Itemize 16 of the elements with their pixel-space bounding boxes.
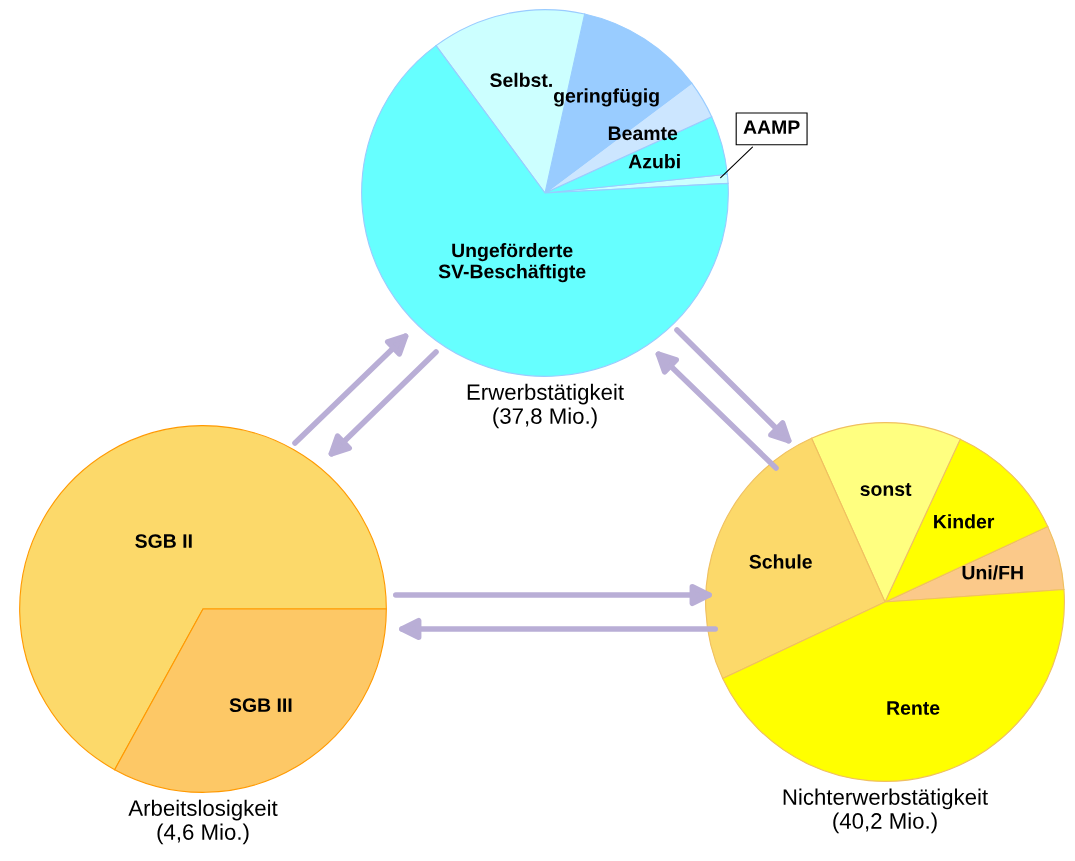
slice-label: Ungeförderte SV-Beschäftigte [438,243,586,283]
slice-label: Schule [749,554,812,569]
slice-label: Selbst. [490,72,552,88]
slice-label: AAMP [743,120,800,134]
slice-label: Azubi [628,154,680,169]
slice-label: SGB III [229,698,292,713]
slice-label: sonst [860,483,912,496]
text: Arbeitslosigkeit (4,6 Mio.) [128,799,278,845]
slice-label: SGB II [135,534,192,548]
slice-label: Rente [887,701,940,715]
slice-label: geringfügig [553,88,659,107]
text: Nichterwerbstätigkeit (40,2 Mio.) [783,788,988,834]
slice-label: Uni/FH [962,565,1023,580]
text: Erwerbstätigkeit (37,8 Mio.) [467,383,624,429]
slice-label: Kinder [934,514,995,529]
slice-label: Beamte [608,126,678,141]
